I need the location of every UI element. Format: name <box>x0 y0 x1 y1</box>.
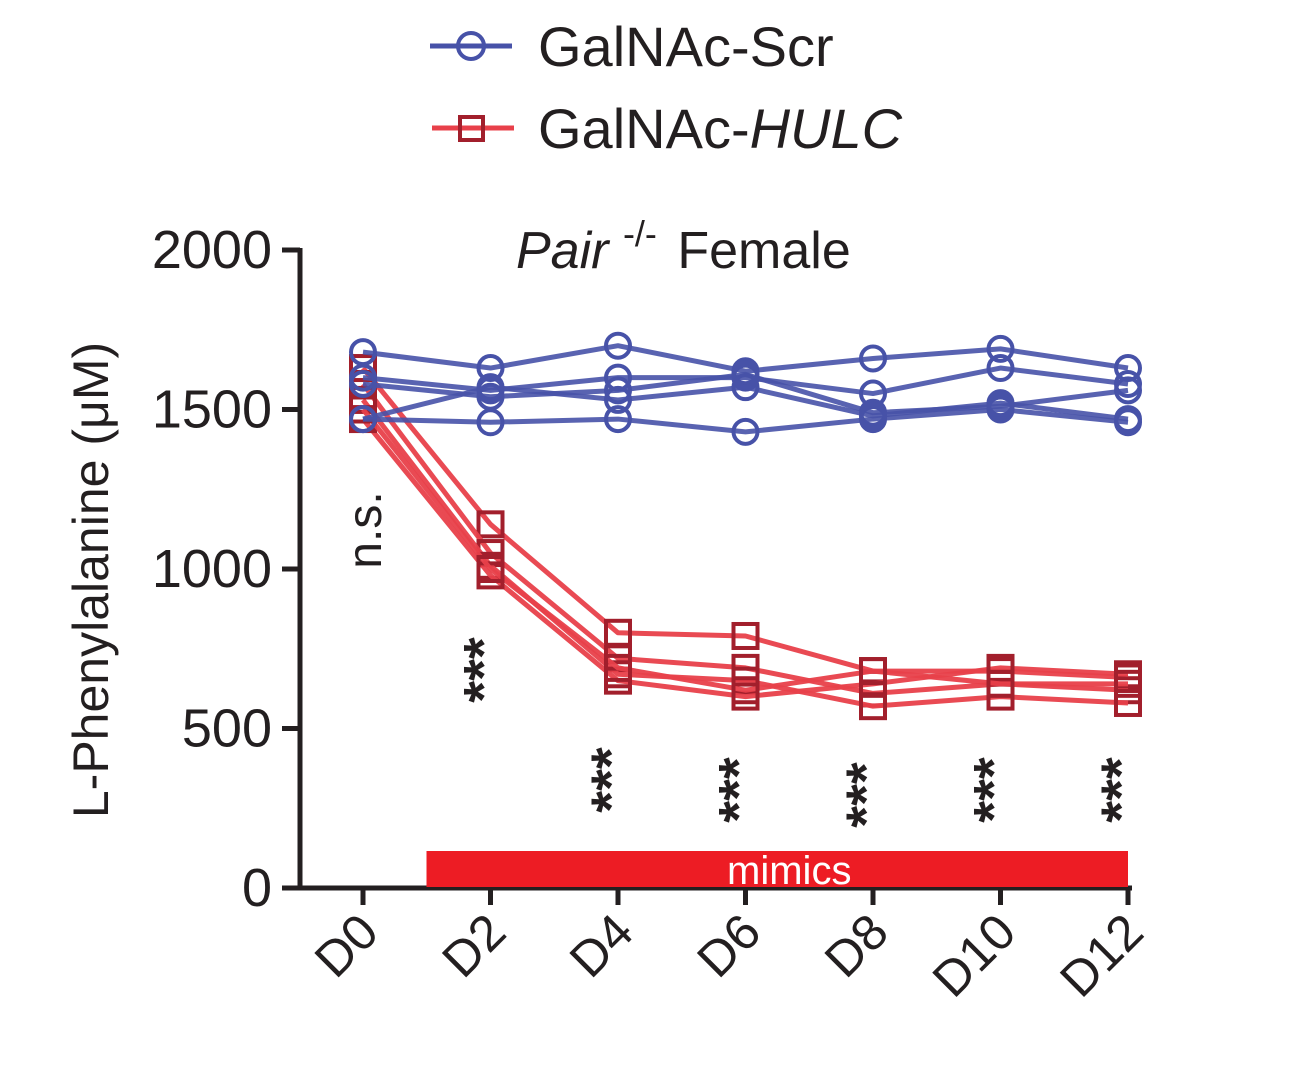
legend-label-hulc-plain: GalNAc- <box>538 97 750 160</box>
legend-item-hulc: GalNAc-HULC <box>432 97 903 160</box>
y-tick-label: 0 <box>242 858 272 918</box>
data-point-square <box>986 669 1015 698</box>
data-point-circle <box>1114 376 1142 405</box>
legend-label-scr: GalNAc-Scr <box>538 15 834 78</box>
data-point-circle <box>731 373 760 402</box>
data-point-circle <box>604 405 632 434</box>
data-point-circle <box>986 334 1015 363</box>
annotation-layer: n.s. *** *** *** *** *** *** <box>339 491 1152 827</box>
legend-square-marker-icon <box>458 115 485 142</box>
data-point-circle <box>986 389 1015 418</box>
data-point-circle <box>349 405 377 434</box>
series-line <box>362 384 1129 422</box>
series-line <box>362 407 1129 435</box>
significance-stars: *** <box>834 762 897 828</box>
chart-title-superscript: -/- <box>623 213 657 254</box>
legend-label-hulc: GalNAc-HULC <box>538 97 903 160</box>
significance-stars: *** <box>707 757 770 823</box>
significance-stars: *** <box>1089 757 1152 823</box>
y-tick-label: 1000 <box>152 539 272 599</box>
legend-label-scr-text: GalNAc-Scr <box>538 15 834 78</box>
x-tick-label: D4 <box>559 903 644 988</box>
significance-stars: *** <box>452 637 515 703</box>
series-layer <box>349 331 1142 721</box>
data-point-square <box>476 510 505 539</box>
data-point-circle <box>986 354 1015 383</box>
chart-title-main: Female <box>677 222 850 280</box>
series-line <box>361 417 1129 700</box>
series-line <box>362 365 1129 397</box>
x-tick-label: D12 <box>1049 903 1153 1007</box>
data-point-circle <box>604 331 632 360</box>
legend-label-hulc-italic: HULC <box>750 97 903 160</box>
data-point-circle <box>476 408 505 437</box>
data-point-circle <box>1114 405 1142 434</box>
chart-title: Pair -/- Female <box>516 200 851 280</box>
data-point-circle <box>604 385 632 414</box>
x-tick-label: D10 <box>922 903 1026 1007</box>
legend: GalNAc-Scr GalNAc-HULC <box>430 15 903 160</box>
data-point-square <box>1114 669 1142 698</box>
x-tick-label: D8 <box>814 903 899 988</box>
series-line <box>361 407 1128 693</box>
legend-circle-marker-icon <box>456 31 486 61</box>
data-point-circle <box>731 417 760 446</box>
y-ticks: 0 500 1000 1500 2000 <box>152 220 300 918</box>
data-point-square <box>731 676 760 705</box>
x-ticks: D0 D2 D4 D6 D8 D10 D12 <box>304 888 1154 1008</box>
data-point-square <box>859 657 887 686</box>
significance-ns: n.s. <box>339 491 392 568</box>
data-point-square <box>1114 688 1142 717</box>
data-point-circle <box>859 344 887 373</box>
series-scr <box>349 373 1142 434</box>
chart-title-prefix: Pair <box>516 222 611 280</box>
mimics-label: mimics <box>727 849 851 893</box>
data-point-circle <box>349 369 377 398</box>
data-point-circle <box>859 401 887 430</box>
significance-stars: *** <box>579 747 642 813</box>
data-point-square <box>731 621 760 650</box>
mimics-bar <box>426 851 1128 887</box>
data-point-square <box>986 653 1015 682</box>
y-axis-label: L-Phenylalanine (μM) <box>63 342 119 818</box>
data-point-circle <box>476 373 505 402</box>
y-tick-label: 2000 <box>152 220 272 280</box>
x-tick-label: D2 <box>431 903 516 988</box>
data-point-circle <box>349 338 377 367</box>
y-tick-label: 1500 <box>152 380 272 440</box>
y-tick-label: 500 <box>182 699 272 759</box>
x-tick-label: D6 <box>686 903 771 988</box>
x-tick-label: D0 <box>304 903 389 988</box>
legend-item-scr: GalNAc-Scr <box>430 15 834 78</box>
data-point-square <box>476 555 505 583</box>
significance-stars: *** <box>962 757 1025 823</box>
series-line <box>362 343 1129 374</box>
data-point-square <box>604 653 632 682</box>
